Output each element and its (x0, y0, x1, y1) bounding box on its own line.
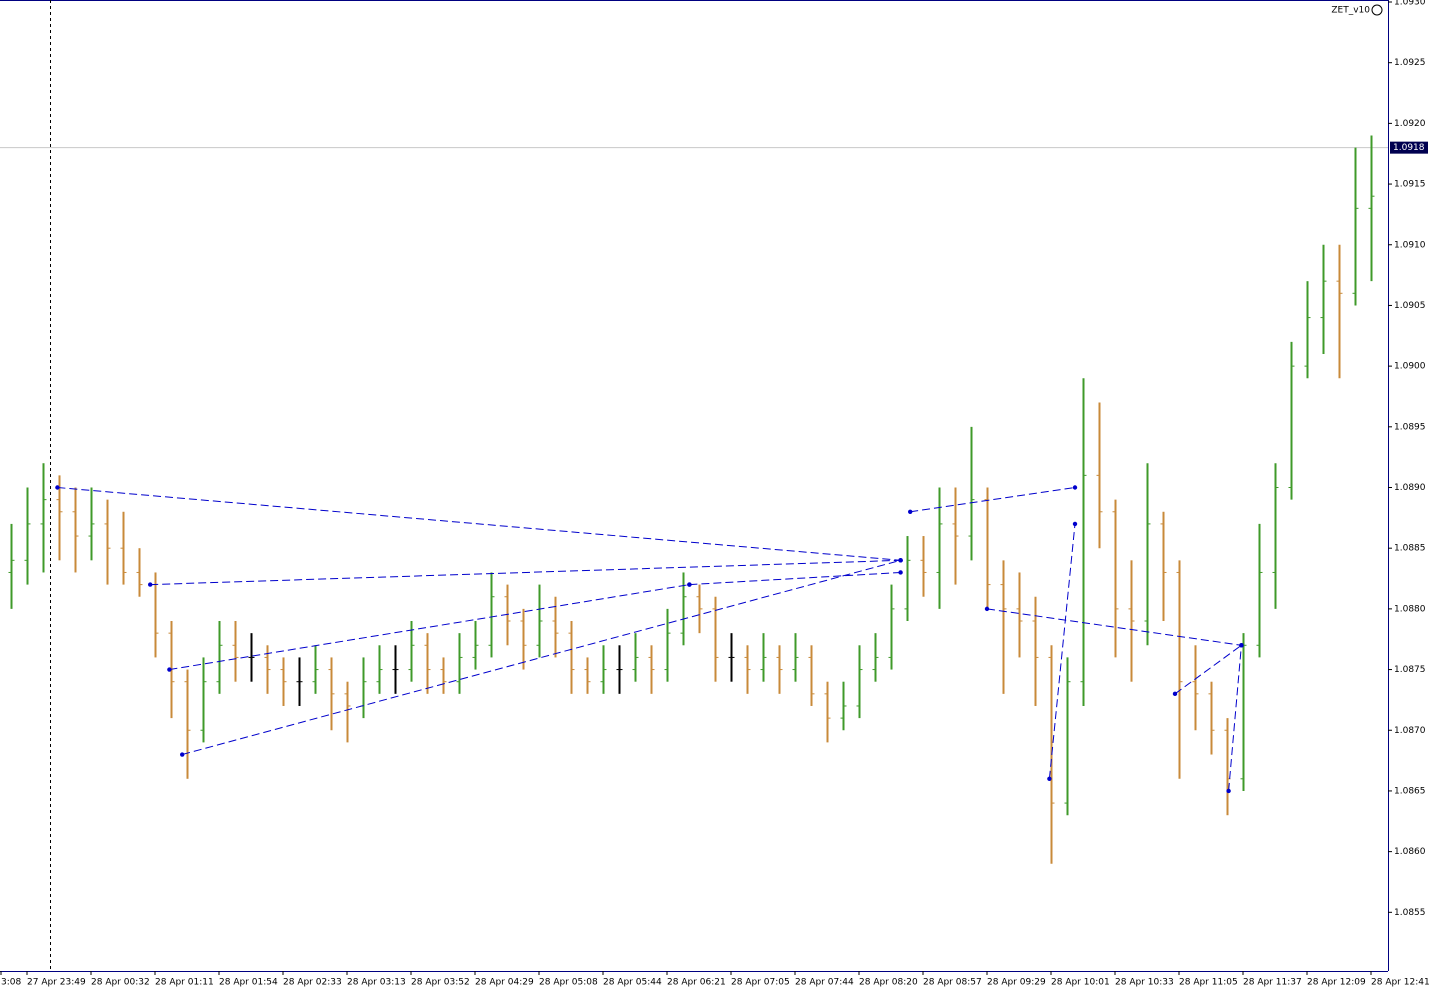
x-tick-label: 28 Apr 11:37 (1243, 978, 1302, 988)
y-tick-label: 1.0885 (1394, 544, 1426, 554)
trend-point (55, 485, 60, 490)
x-tick-label: 28 Apr 10:01 (1051, 978, 1110, 988)
trend-point (148, 582, 153, 587)
y-tick-label: 1.0855 (1394, 908, 1426, 918)
x-tick-label: 28 Apr 03:52 (411, 978, 470, 988)
trend-point (908, 509, 913, 514)
y-tick-label: 1.0930 (1394, 0, 1426, 8)
y-tick-label: 1.0905 (1394, 301, 1426, 311)
trend-line (57, 487, 901, 561)
x-tick-label: 28 Apr 08:20 (859, 978, 918, 988)
y-tick-label: 1.0920 (1394, 119, 1426, 129)
y-tick-label: 1.0875 (1394, 665, 1426, 675)
trend-point (1047, 776, 1052, 781)
trend-point (1072, 485, 1078, 490)
trend-line (986, 608, 1242, 646)
trend-point (898, 558, 903, 563)
x-tick-label: 3:08 (1, 978, 21, 988)
x-tick-label: 28 Apr 02:33 (283, 978, 342, 988)
trend-point (898, 570, 903, 575)
current-price-box (1390, 141, 1428, 154)
trend-line (169, 584, 690, 671)
y-tick-label: 1.0895 (1394, 422, 1426, 432)
y-tick-label: 1.0870 (1394, 726, 1426, 736)
x-tick-label: 28 Apr 01:54 (219, 978, 278, 988)
y-tick-label: 1.0900 (1394, 362, 1426, 372)
x-tick-label: 28 Apr 12:41 (1371, 978, 1429, 988)
x-tick-label: 27 Apr 23:49 (27, 978, 86, 988)
current-price-label: 1.0918 (1393, 143, 1425, 153)
x-tick-label: 28 Apr 05:08 (539, 978, 598, 988)
x-tick-label: 28 Apr 04:29 (475, 978, 534, 988)
y-tick-label: 1.0860 (1394, 847, 1426, 857)
y-tick-label: 1.0925 (1394, 58, 1426, 68)
trend-point (1072, 521, 1078, 527)
x-tick-label: 28 Apr 07:05 (731, 978, 790, 988)
y-tick-label: 1.0890 (1394, 483, 1426, 493)
trend-point (180, 752, 185, 757)
trend-line (1228, 645, 1242, 791)
trend-point (984, 606, 990, 612)
y-tick-label: 1.0910 (1394, 240, 1426, 250)
trend-line (150, 559, 901, 586)
x-tick-label: 28 Apr 10:33 (1115, 978, 1174, 988)
x-tick-label: 28 Apr 08:57 (923, 978, 982, 988)
trend-point (687, 582, 692, 587)
x-tick-label: 28 Apr 03:13 (347, 978, 406, 988)
x-tick-label: 28 Apr 09:29 (987, 978, 1046, 988)
trend-line (1174, 644, 1242, 695)
y-tick-label: 1.0880 (1394, 604, 1426, 614)
smiley-icon (1371, 4, 1383, 16)
trend-line (1048, 523, 1076, 779)
y-tick-label: 1.0915 (1394, 180, 1426, 190)
trend-point (167, 667, 172, 672)
trend-line (182, 559, 901, 756)
x-tick-label: 28 Apr 01:11 (155, 978, 214, 988)
x-tick-label: 28 Apr 07:44 (795, 978, 854, 988)
trend-point (1226, 788, 1231, 794)
x-tick-label: 28 Apr 11:05 (1179, 978, 1238, 988)
trend-point (1239, 643, 1244, 648)
x-tick-label: 28 Apr 00:32 (91, 978, 150, 988)
x-tick-label: 28 Apr 12:09 (1307, 978, 1366, 988)
trend-point (1172, 691, 1178, 697)
x-tick-label: 28 Apr 06:21 (667, 978, 726, 988)
y-tick-label: 1.0865 (1394, 786, 1426, 796)
indicator-label: ZET_v10 (1331, 6, 1370, 16)
x-tick-label: 28 Apr 05:44 (603, 978, 662, 988)
trend-line (910, 487, 1076, 513)
